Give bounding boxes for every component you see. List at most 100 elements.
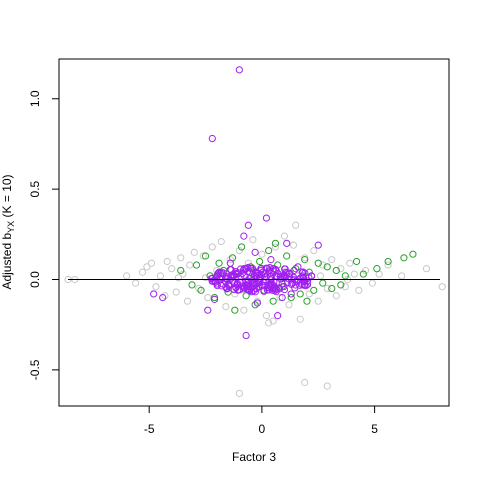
data-point (310, 246, 318, 255)
data-point (244, 221, 252, 229)
data-point (275, 284, 283, 292)
data-point (438, 283, 446, 291)
data-point (215, 259, 223, 267)
data-point (278, 293, 286, 302)
data-point (242, 331, 250, 340)
data-point (337, 281, 345, 289)
data-point (287, 290, 295, 298)
data-point (296, 315, 304, 323)
data-point (332, 292, 340, 300)
data-point (210, 295, 219, 303)
data-point (249, 236, 257, 244)
data-point (156, 272, 165, 280)
data-point (223, 285, 231, 293)
data-point (222, 303, 230, 311)
data-point (226, 256, 234, 264)
data-point (208, 134, 216, 143)
data-point (283, 239, 291, 247)
x-axis-title: Factor 3 (232, 450, 276, 464)
data-point (276, 285, 284, 293)
y-tick-label: 1.0 (28, 90, 42, 107)
data-point (159, 293, 167, 302)
data-point (350, 270, 358, 278)
data-point (323, 382, 331, 390)
data-point (290, 266, 298, 275)
data-point (235, 66, 243, 74)
data-point (283, 252, 291, 260)
data-point (319, 261, 327, 269)
data-point (314, 297, 322, 305)
data-point (280, 282, 288, 291)
data-point (400, 254, 408, 262)
data-point (143, 263, 151, 271)
y-axis-title-subscript: YX (6, 221, 16, 233)
data-point (179, 270, 187, 278)
data-point (219, 269, 227, 277)
data-point (285, 301, 293, 309)
data-point (197, 286, 205, 294)
data-point (269, 317, 277, 325)
y-axis-title: Adjusted bYX (K = 10) (0, 174, 16, 289)
data-point (328, 256, 336, 264)
data-point (282, 268, 290, 276)
data-point (177, 266, 185, 275)
data-point (293, 277, 301, 286)
data-point (249, 287, 257, 295)
data-point (305, 290, 313, 298)
data-point (271, 239, 280, 247)
data-point (310, 286, 318, 294)
data-point (265, 319, 273, 327)
y-tick-label: 0.0 (28, 271, 42, 288)
data-point (384, 261, 392, 269)
data-point (192, 261, 201, 269)
data-point (267, 256, 275, 264)
data-point (289, 241, 298, 249)
data-point (302, 282, 310, 290)
data-point (280, 232, 289, 240)
x-tick-label: -5 (144, 422, 155, 436)
data-point (260, 287, 268, 295)
data-point (276, 293, 284, 302)
data-point (240, 306, 248, 314)
data-point (355, 286, 363, 294)
data-point (199, 252, 207, 260)
data-point (204, 293, 212, 302)
data-point (274, 312, 282, 320)
y-tick-label: 0.5 (28, 180, 42, 197)
data-point (235, 246, 243, 255)
data-point (368, 279, 376, 287)
data-point (150, 290, 158, 298)
data-point (323, 284, 331, 293)
data-point (281, 273, 289, 281)
data-point (271, 243, 280, 251)
data-point (409, 250, 417, 258)
data-point (253, 269, 261, 277)
data-point (294, 263, 302, 271)
data-point (253, 272, 261, 280)
data-point (262, 312, 270, 320)
data-point (361, 266, 370, 275)
data-point (253, 299, 261, 307)
data-point (303, 297, 311, 305)
data-point (232, 270, 240, 278)
data-point (373, 265, 381, 273)
x-tick-label: 0 (259, 422, 266, 436)
data-point (287, 293, 295, 302)
data-point (258, 250, 266, 258)
data-point (314, 259, 322, 267)
data-point (147, 259, 156, 267)
data-point (235, 389, 243, 397)
data-point (234, 286, 242, 294)
data-point (328, 284, 336, 293)
data-point (161, 292, 169, 300)
data-point (285, 275, 293, 283)
data-point (204, 306, 212, 314)
data-point (174, 274, 183, 282)
data-point (422, 265, 431, 273)
y-axis: -0.5 0.0 0.5 1.0 (28, 90, 60, 380)
data-point (301, 256, 309, 264)
data-point (332, 266, 340, 275)
data-point (208, 274, 217, 282)
data-point (281, 265, 289, 273)
